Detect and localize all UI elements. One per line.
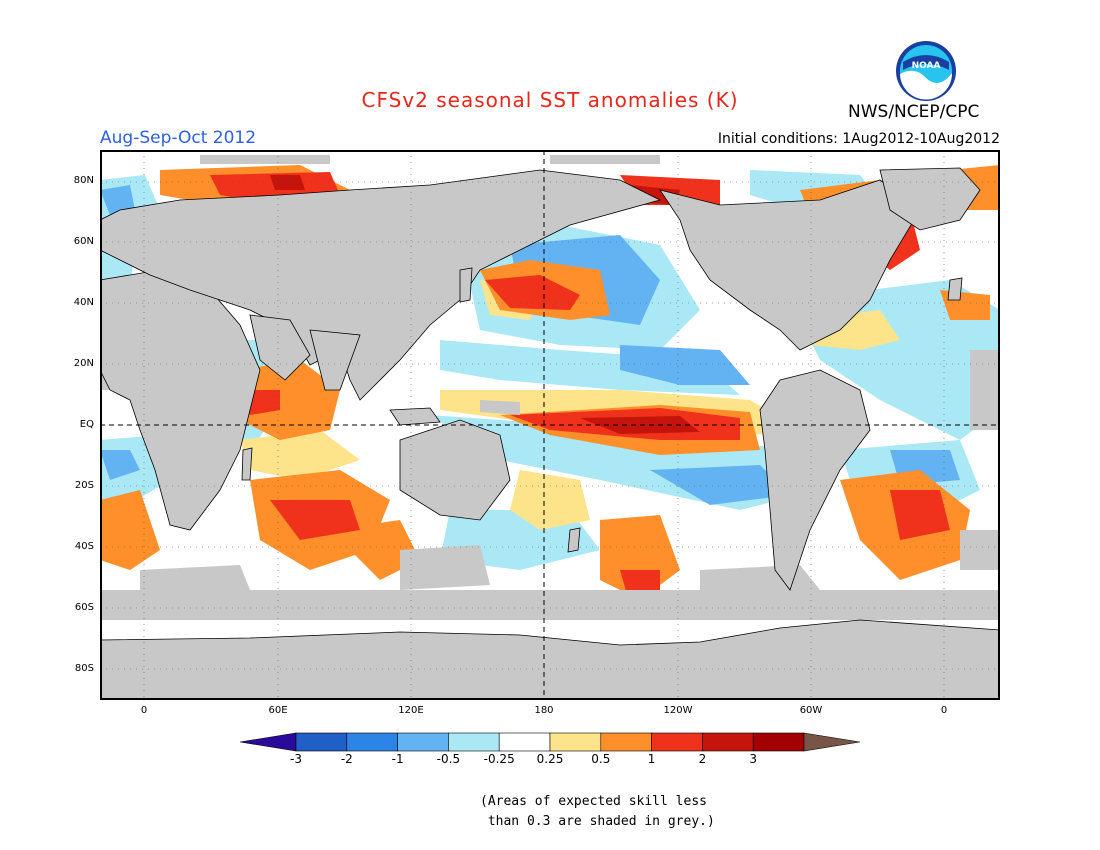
map-frame xyxy=(100,150,1000,700)
colorbar xyxy=(240,732,860,752)
lon-label: 120E xyxy=(398,705,424,716)
colorbar-tick-label: -3 xyxy=(290,752,302,766)
colorbar-swatch xyxy=(346,732,398,752)
colorbar-swatch xyxy=(498,732,551,752)
colorbar-tick-label: 0.25 xyxy=(536,752,564,766)
colorbar-swatch xyxy=(752,732,805,752)
africa xyxy=(100,269,261,531)
colorbar-swatch xyxy=(448,732,500,752)
colorbar-tick-label: -1 xyxy=(391,752,404,766)
colorbar-tick-label: 0.5 xyxy=(591,752,611,766)
map-title: CFSv2 seasonal SST anomalies (K) xyxy=(361,88,739,112)
graticule xyxy=(100,150,1000,700)
colorbar-tick-label: -0.25 xyxy=(483,752,515,766)
low-skill-shading xyxy=(100,155,1000,620)
colorbar-tick-label: 2 xyxy=(698,752,707,766)
colorbar-swatch xyxy=(295,732,348,752)
sst-anomaly-map xyxy=(100,150,1000,700)
lat-label: EQ xyxy=(79,419,94,430)
lat-label: 60S xyxy=(74,602,94,613)
lon-label: 0 xyxy=(140,705,148,716)
japan xyxy=(459,267,473,303)
colorbar-swatch xyxy=(549,732,602,752)
australia xyxy=(399,419,511,521)
lat-label: 80N xyxy=(73,175,94,186)
skill-note: (Areas of expected skill less than 0.3 a… xyxy=(480,792,715,832)
antarctica xyxy=(100,619,1000,700)
skill-note-line: than 0.3 are shaded in grey.) xyxy=(480,814,715,829)
colorbar-arrow-low xyxy=(240,732,297,752)
lon-label: 0 xyxy=(940,705,948,716)
greenland xyxy=(879,167,981,231)
lon-label: 60E xyxy=(268,705,288,716)
lat-label: 60N xyxy=(73,236,94,247)
eurasia xyxy=(100,169,662,401)
lon-label: 120W xyxy=(663,705,693,716)
lon-label: 60W xyxy=(799,705,823,716)
colorbar-swatch xyxy=(702,732,754,752)
lat-label: 40S xyxy=(74,541,94,552)
colorbar-swatch xyxy=(600,732,652,752)
lat-label: 20S xyxy=(74,480,94,491)
colorbar-arrow-high xyxy=(803,732,860,752)
organization-label: NWS/NCEP/CPC xyxy=(848,102,980,122)
lon-label: 180 xyxy=(534,705,554,716)
lat-label: 40N xyxy=(73,297,94,308)
new-zealand xyxy=(567,527,581,553)
uk xyxy=(947,277,963,301)
colorbar-tick-label: 1 xyxy=(647,752,656,766)
india xyxy=(309,329,361,391)
colorbar-tick-label: -0.5 xyxy=(436,752,461,766)
arabia xyxy=(249,314,311,381)
north-america xyxy=(659,179,921,351)
initial-conditions: Initial conditions: 1Aug2012-10Aug2012 xyxy=(717,131,1000,147)
colorbar-swatch xyxy=(397,732,449,752)
logo-text: NOAA xyxy=(912,61,941,71)
colorbar-swatch xyxy=(651,732,703,752)
colorbar-tick-label: -2 xyxy=(340,752,353,766)
madagascar xyxy=(241,447,253,481)
noaa-logo: NOAA xyxy=(896,41,956,101)
indonesia xyxy=(389,407,441,426)
lat-label: 20N xyxy=(73,358,94,369)
forecast-period: Aug-Sep-Oct 2012 xyxy=(100,128,257,148)
skill-note-line: (Areas of expected skill less xyxy=(480,794,707,809)
lat-label: 80S xyxy=(74,663,94,674)
colorbar-tick-label: 3 xyxy=(749,752,757,766)
